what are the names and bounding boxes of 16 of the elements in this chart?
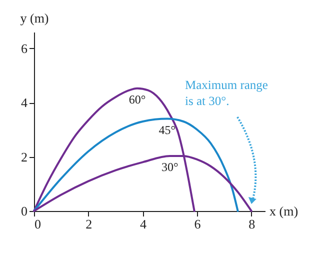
x-tick-label: 4 (140, 216, 147, 232)
y-tick-label: 4 (21, 95, 28, 110)
series-label: 60° (128, 92, 146, 106)
line-series (33, 118, 239, 212)
series-label: 30° (161, 160, 178, 174)
y-axis-title: y (m) (20, 10, 49, 26)
y-tick-label: 6 (21, 40, 28, 56)
x-tick-label: 6 (194, 216, 202, 232)
series-label: 45° (158, 122, 176, 137)
y-tick-label: 0 (21, 204, 28, 218)
annotation: Maximum range is at 30°. (185, 78, 268, 108)
x-tick-label: 2 (86, 216, 92, 232)
x-tick-label: 0 (34, 216, 41, 232)
x-tick-label: 8 (248, 216, 256, 232)
y-tick-label: 2 (21, 149, 28, 164)
x-axis-title: x (m) (270, 204, 298, 218)
